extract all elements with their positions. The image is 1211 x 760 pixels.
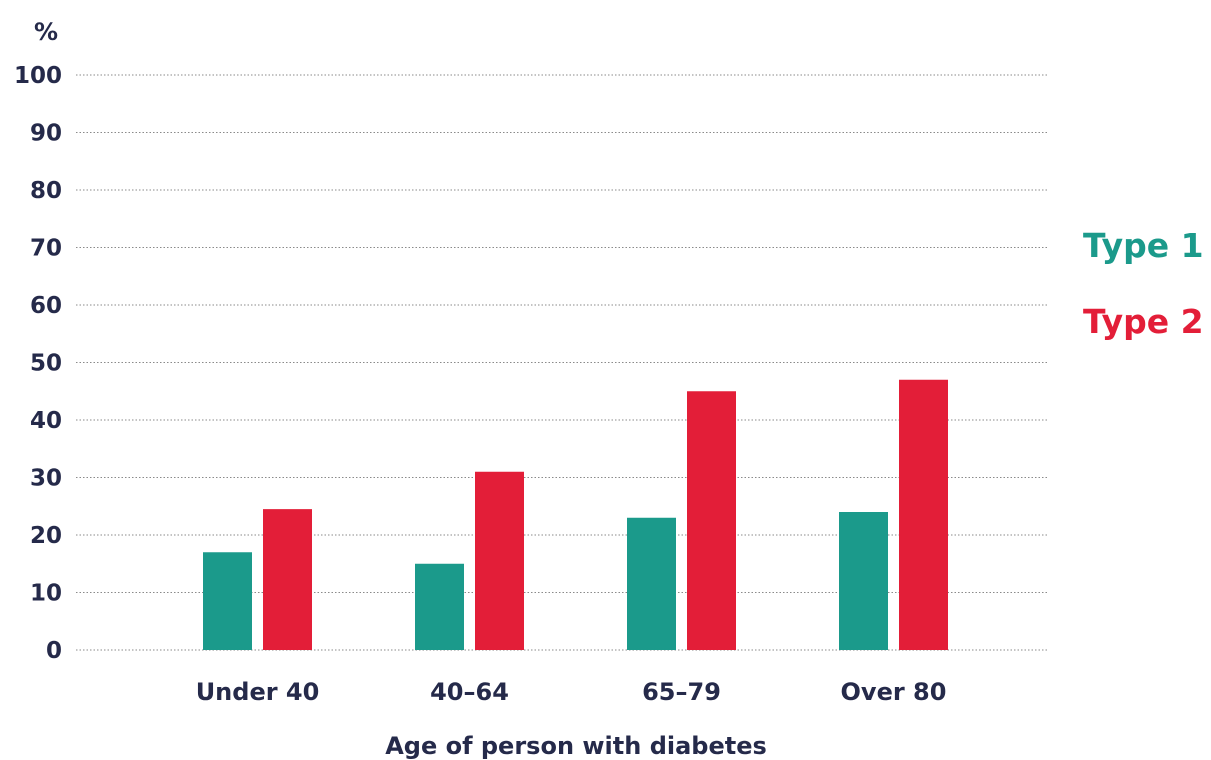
x-tick-label: 40–64 — [430, 678, 509, 706]
bar-type-1 — [839, 512, 888, 650]
x-tick-label: 65–79 — [642, 678, 721, 706]
y-tick-label: 90 — [30, 121, 62, 147]
y-tick-label: 40 — [30, 408, 62, 434]
y-tick-label: 30 — [30, 466, 62, 492]
x-tick-label: Under 40 — [196, 678, 320, 706]
y-tick-label: 80 — [30, 178, 62, 204]
x-tick-labels: Under 40 40–64 65–79 Over 80 — [196, 678, 947, 706]
x-axis-title: Age of person with diabetes — [385, 732, 767, 760]
bar-type-1 — [203, 552, 252, 650]
bar-type-2 — [899, 379, 948, 650]
y-tick-label: 10 — [30, 581, 62, 607]
bar-type-1 — [627, 517, 676, 650]
bar-type-2 — [475, 471, 524, 650]
y-tick-label: 70 — [30, 236, 62, 262]
y-tick-label: 60 — [30, 293, 62, 319]
legend-entry-type-1: Type 1 — [1083, 226, 1204, 265]
legend-entry-type-2: Type 2 — [1083, 302, 1204, 341]
bar-type-2 — [263, 509, 312, 650]
y-tick-labels: 0 10 20 30 40 50 60 70 80 90 100 — [14, 63, 62, 664]
bars — [203, 379, 948, 650]
y-tick-label: 0 — [46, 638, 62, 664]
y-tick-label: 100 — [14, 63, 62, 89]
y-unit-label: % — [34, 18, 58, 46]
bar-type-2 — [687, 391, 736, 650]
y-tick-label: 20 — [30, 523, 62, 549]
y-tick-label: 50 — [30, 351, 62, 377]
legend: Type 1 Type 2 — [1083, 226, 1204, 341]
bar-type-1 — [415, 563, 464, 650]
x-tick-label: Over 80 — [841, 678, 947, 706]
